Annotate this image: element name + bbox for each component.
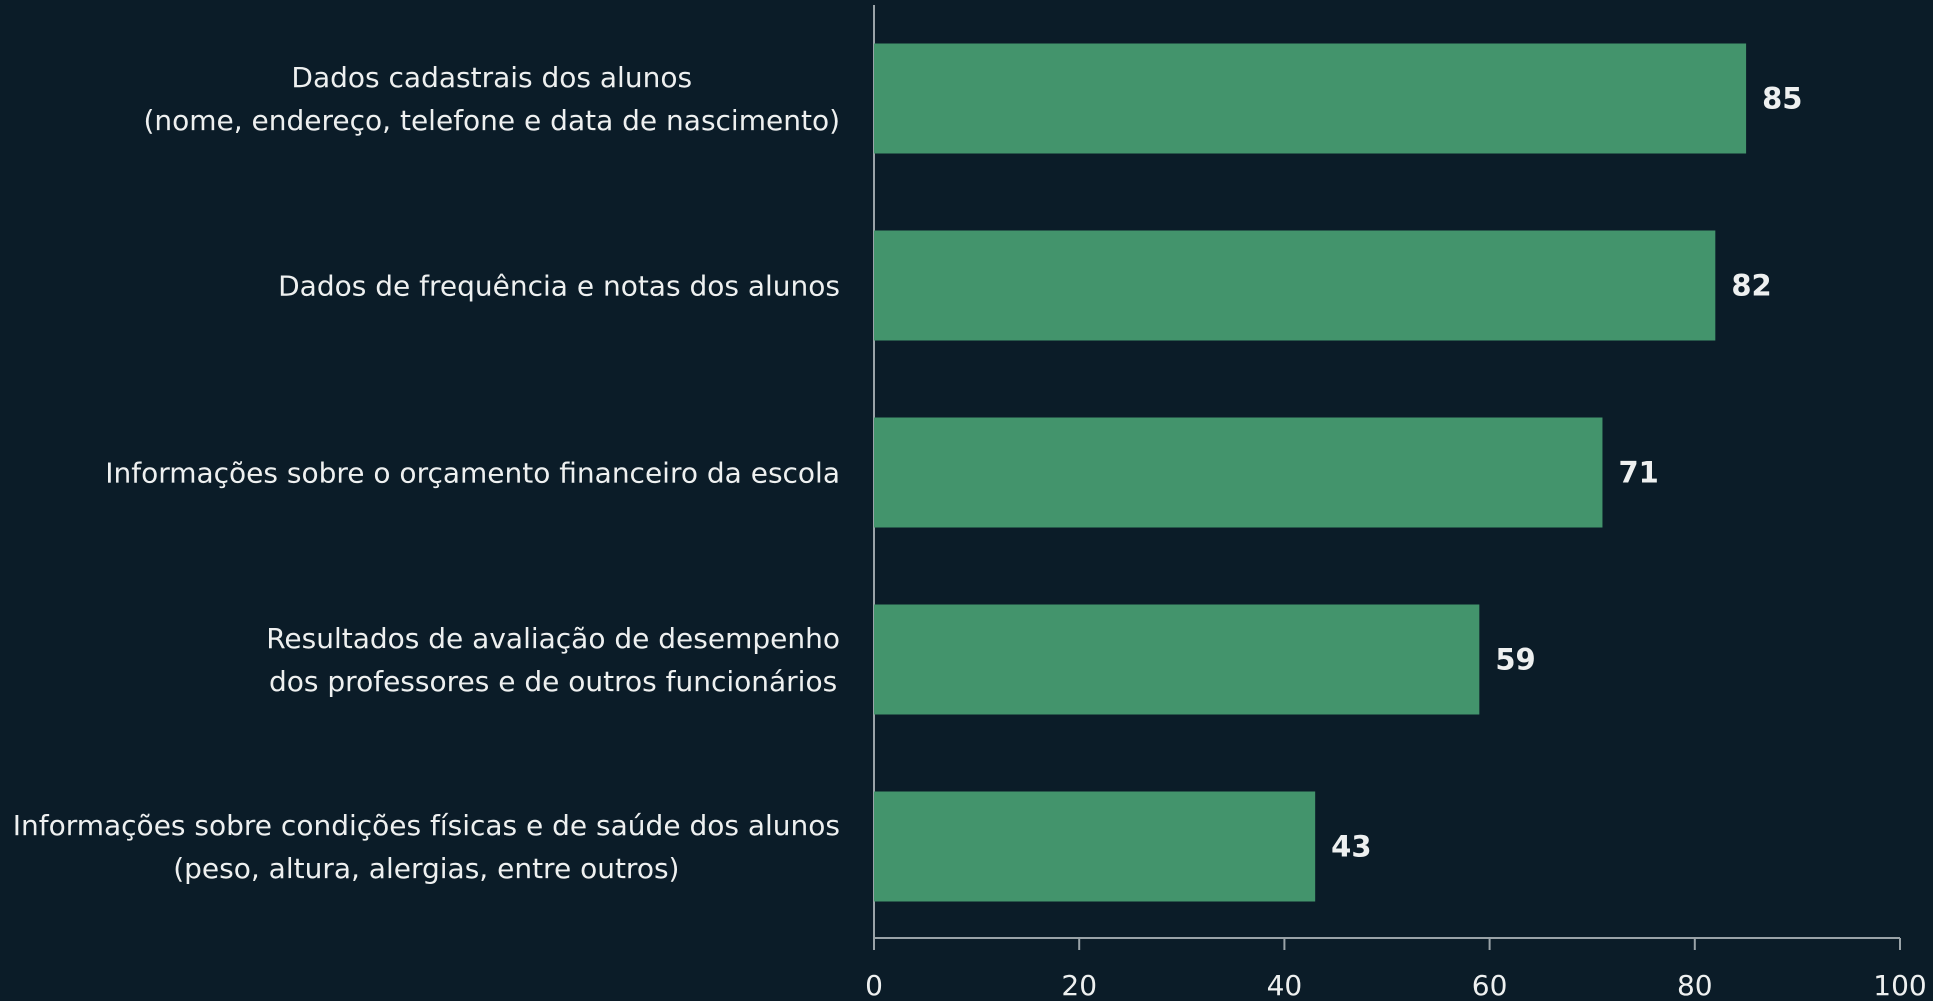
value-label: 59 xyxy=(1495,643,1535,677)
x-tick-label: 80 xyxy=(1677,969,1713,1001)
y-tick-label: Resultados de avaliação de desempenho do… xyxy=(266,621,840,698)
y-tick-label: Informações sobre o orçamento financeiro… xyxy=(105,456,840,489)
x-tick-label: 20 xyxy=(1061,969,1097,1001)
bar xyxy=(874,791,1316,902)
y-tick-label: Informações sobre condições físicas e de… xyxy=(12,808,840,885)
x-tick-label: 40 xyxy=(1267,969,1303,1001)
x-tick-label: 60 xyxy=(1472,969,1508,1001)
bar xyxy=(874,417,1603,528)
bar xyxy=(874,43,1747,154)
y-tick-label: Dados cadastrais dos alunos (nome, ender… xyxy=(143,60,840,137)
x-tick-label: 0 xyxy=(865,969,883,1001)
value-label: 85 xyxy=(1762,82,1802,116)
value-label: 43 xyxy=(1331,830,1371,864)
bar xyxy=(874,604,1480,715)
value-label: 82 xyxy=(1731,269,1771,303)
value-label: 71 xyxy=(1618,456,1658,490)
x-tick-label: 100 xyxy=(1873,969,1926,1001)
y-tick-label: Dados de frequência e notas dos alunos xyxy=(278,269,840,302)
bar xyxy=(874,230,1716,341)
